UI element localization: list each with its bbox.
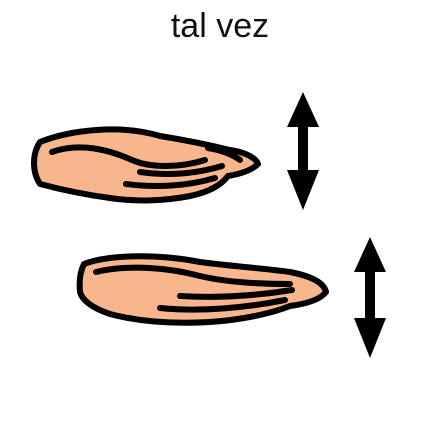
lower-up-down-arrow-icon — [354, 237, 386, 358]
pictogram-caption: tal vez — [170, 7, 270, 45]
upper-hand-icon — [31, 126, 261, 204]
upper-up-down-arrow-icon — [287, 92, 319, 210]
lower-hand-icon — [76, 253, 329, 326]
